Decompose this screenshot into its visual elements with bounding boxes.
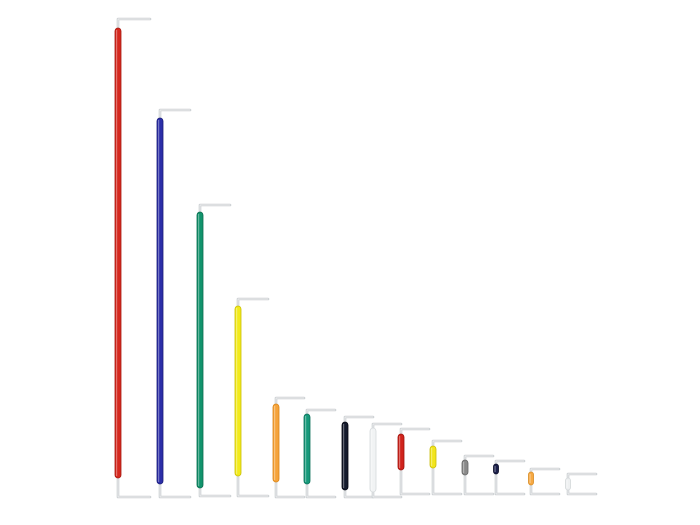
jumper-wire [303, 408, 337, 499]
wire-insulation [429, 445, 437, 469]
wire-insulation [341, 421, 349, 491]
wire-insulation-highlight [116, 30, 118, 476]
jumper-wire [493, 459, 526, 496]
wire-insulation [234, 305, 242, 477]
wire-top-lead-highlight [275, 397, 305, 407]
wire-bottom-lead-highlight [117, 475, 151, 498]
wire-insulation [303, 413, 311, 485]
wire-insulation [461, 459, 469, 476]
wire-top-lead-highlight [199, 204, 231, 215]
wire-insulation-highlight [371, 430, 373, 490]
wire-bottom-lead-highlight [400, 467, 430, 495]
wire-insulation-highlight [158, 120, 160, 482]
jumper-wire [565, 472, 598, 496]
wire-insulation [156, 117, 164, 485]
jumper-wire [234, 297, 270, 498]
wire-top-lead-highlight [237, 298, 269, 309]
wire-insulation-highlight [494, 466, 496, 472]
wire-insulation-highlight [236, 308, 238, 474]
wire-insulation [397, 433, 405, 471]
wire-insulation-highlight [431, 448, 433, 466]
wire-insulation [114, 27, 122, 479]
wire-bottom-lead-highlight [344, 487, 374, 498]
wire-insulation [528, 471, 534, 486]
wire-insulation [493, 463, 499, 475]
wire-insulation-highlight [463, 462, 465, 473]
wire-insulation [272, 403, 280, 483]
wire-insulation-highlight [274, 406, 276, 480]
wire-top-lead-highlight [117, 18, 151, 31]
wire-insulation [565, 477, 571, 491]
wire-insulation-highlight [529, 474, 531, 483]
wire-top-lead-highlight [159, 109, 191, 121]
jumper-wires [114, 17, 598, 499]
wire-insulation-highlight [198, 214, 200, 486]
jumper-wire [528, 467, 561, 496]
jumper-wire [196, 203, 232, 498]
wire-bottom-lead-highlight [530, 482, 560, 495]
wire-insulation [369, 427, 377, 493]
jumper-wire [272, 396, 306, 499]
wire-bottom-lead-highlight [432, 465, 462, 495]
wire-insulation-highlight [305, 416, 307, 482]
wire-bottom-lead-highlight [495, 471, 525, 495]
wire-bottom-lead-highlight [275, 479, 305, 498]
jumper-wire [114, 17, 152, 499]
wire-bottom-lead-highlight [159, 481, 191, 498]
jumper-wire [156, 108, 192, 499]
jumper-wire [429, 439, 463, 496]
wire-insulation-highlight [399, 436, 401, 468]
wire-insulation-highlight [566, 480, 568, 488]
wire-insulation [196, 211, 204, 489]
wire-bottom-lead-highlight [464, 472, 494, 495]
wire-bottom-lead-highlight [306, 481, 336, 498]
jumper-wire [397, 427, 431, 496]
jumper-wire [461, 454, 495, 496]
wire-insulation-highlight [343, 424, 345, 488]
wire-bottom-lead-highlight [199, 485, 231, 497]
jumper-wire [341, 415, 375, 499]
jumper-wire [369, 422, 403, 499]
wire-bottom-lead-highlight [237, 473, 269, 497]
